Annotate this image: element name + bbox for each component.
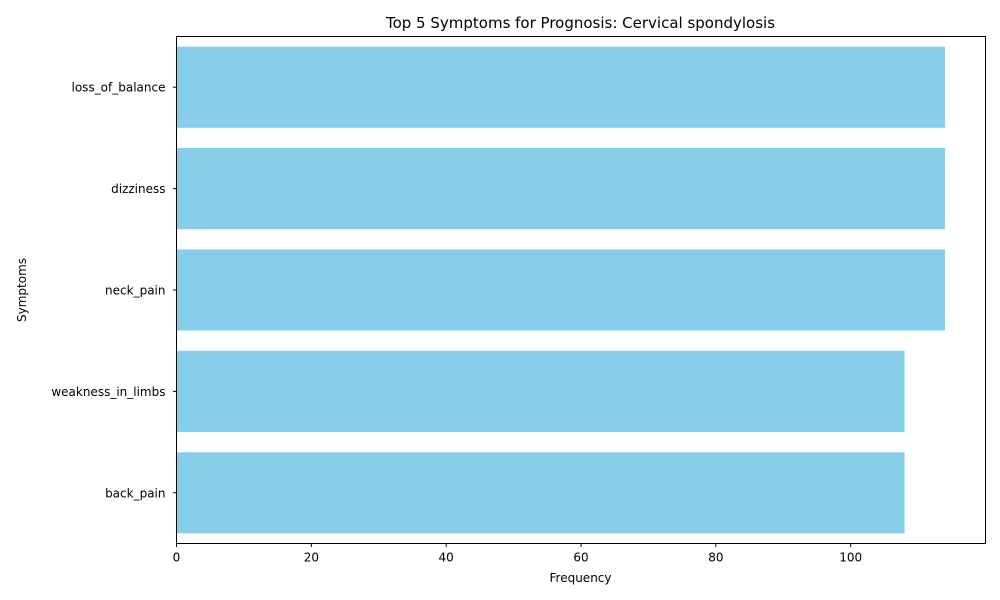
bar-loss-of-balance	[176, 46, 946, 128]
y-tick-label: back_pain	[105, 486, 165, 500]
y-tick-label: weakness_in_limbs	[51, 385, 165, 399]
y-tick-label: loss_of_balance	[72, 81, 166, 95]
bar-dizziness	[176, 148, 946, 230]
x-tick-label: 20	[304, 551, 319, 565]
y-axis-title: Symptoms	[15, 258, 29, 322]
bar-neck-pain	[176, 249, 946, 331]
y-tick-label: neck_pain	[105, 284, 165, 298]
x-tick-label: 40	[439, 551, 454, 565]
x-axis-ticks: 0 20 40 60 80 100	[173, 543, 862, 565]
x-tick-label: 60	[573, 551, 588, 565]
y-tick-label: dizziness	[111, 182, 165, 196]
bars-layer	[176, 46, 946, 534]
x-tick-label: 100	[839, 551, 862, 565]
x-axis-title: Frequency	[550, 571, 612, 585]
chart-title: Top 5 Symptoms for Prognosis: Cervical s…	[385, 14, 775, 32]
y-axis-ticks: back_pain weakness_in_limbs neck_pain dizzi…	[51, 81, 177, 500]
x-tick-label: 0	[173, 551, 181, 565]
bar-back-pain	[176, 452, 905, 534]
bar-weakness-in-limbs	[176, 350, 905, 432]
x-tick-label: 80	[708, 551, 723, 565]
